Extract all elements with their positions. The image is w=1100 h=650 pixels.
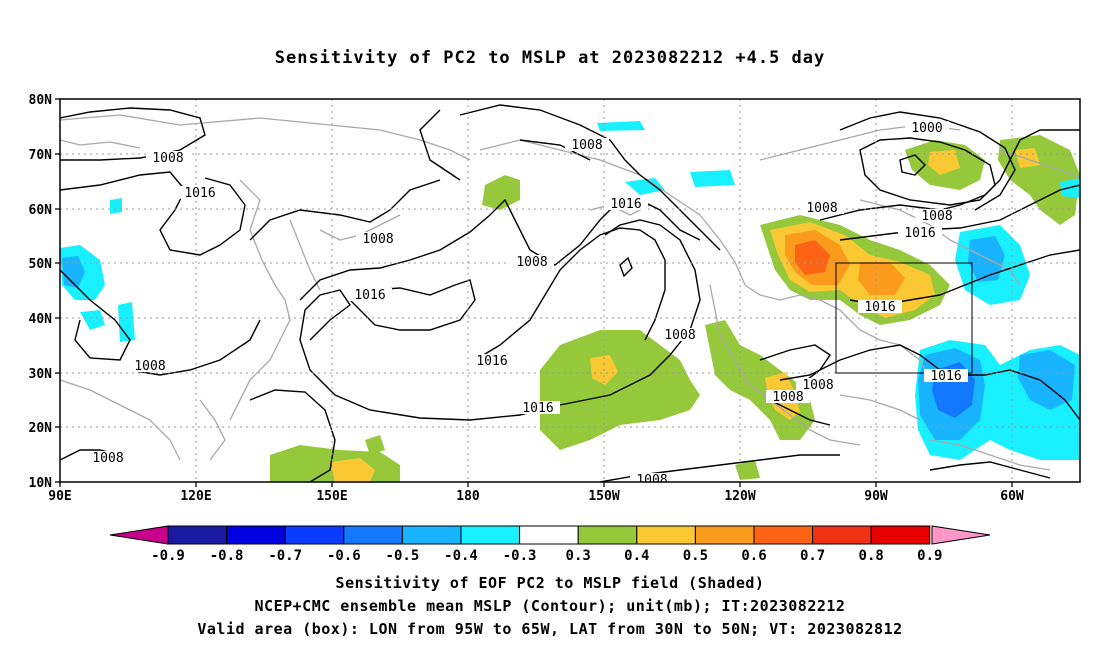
colorbar-cells [167,525,931,545]
lat-label: 40N [29,312,53,327]
colorbar-label: -0.5 [386,548,420,564]
colorbar: -0.9 -0.8 -0.7 -0.6 -0.5 -0.4 -0.3 0.3 0… [109,525,991,564]
lon-label: 120W [724,489,755,504]
lat-label: 20N [29,421,53,436]
contour-label: 1008 [636,473,667,488]
colorbar-label: 0.3 [566,548,591,564]
contour-label: 1008 [362,232,393,247]
colorbar-cell [519,525,579,545]
lon-label: 120E [180,489,211,504]
lon-label: 150W [588,489,619,504]
lat-label: 50N [29,257,53,272]
colorbar-label: -0.4 [444,548,478,564]
lon-label: 150E [316,489,347,504]
contour-label: 1016 [476,354,507,369]
colorbar-cell [577,525,638,545]
plot-frame [59,98,1081,483]
contour-label: 1016 [864,300,895,315]
lat-label: 10N [29,476,53,491]
graticule [60,99,1080,482]
latitude-labels: 80N 70N 60N 50N 40N 30N 20N 10N [29,93,53,491]
contour-label: 1008 [92,451,123,466]
valid-area-box [835,262,973,374]
contour-label: 1016 [522,401,553,416]
footer-line-3: Valid area (box): LON from 95W to 65W, L… [197,620,903,638]
footer-line-2: NCEP+CMC ensemble mean MSLP (Contour); u… [254,597,846,615]
colorbar-cell [694,525,755,545]
longitude-labels: 90E 120E 150E 180 150W 120W 90W 60W [48,489,1024,504]
colorbar-label: 0.5 [683,548,708,564]
coastlines [60,114,1080,471]
colorbar-cell [343,525,403,545]
axis-ticks [55,98,1013,487]
contour-label: 1016 [930,369,961,384]
colorbar-labels: -0.9 -0.8 -0.7 -0.6 -0.5 -0.4 -0.3 0.3 0… [151,548,942,564]
colorbar-label: -0.9 [151,548,185,564]
colorbar-label: -0.8 [210,548,244,564]
lat-label: 70N [29,148,53,163]
colorbar-label: 0.9 [917,548,942,564]
colorbar-cell [753,525,814,545]
contour-label: 1008 [802,378,833,393]
contour-label: 1016 [354,288,385,303]
lat-label: 30N [29,367,53,382]
contour-label: 1008 [571,138,602,153]
colorbar-cell [284,525,345,545]
colorbar-low-triangle [109,525,169,545]
contour-label: 1016 [610,197,641,212]
contour-labels: 1008 1016 1008 1016 1016 1016 1008 1008 … [86,121,968,488]
contour-label: 1008 [152,151,183,166]
contour-label: 1008 [921,209,952,224]
colorbar-high-triangle [931,525,991,545]
contour-label: 1008 [664,328,695,343]
lon-label: 60W [1000,489,1024,504]
colorbar-cell [167,525,228,545]
contour-label: 1008 [806,201,837,216]
colorbar-cell [401,525,462,545]
sensitivity-map: 1008 1016 1008 1016 1016 1016 1008 1008 … [29,93,1081,504]
colorbar-cell [226,525,286,545]
lat-label: 80N [29,93,53,108]
colorbar-label: -0.7 [268,548,302,564]
contour-label: 1000 [911,121,942,136]
colorbar-label: -0.6 [327,548,361,564]
contour-label: 1016 [904,226,935,241]
lon-label: 90W [864,489,888,504]
colorbar-label: 0.7 [800,548,825,564]
contour-label: 1008 [134,359,165,374]
colorbar-label: 0.6 [741,548,766,564]
colorbar-label: 0.4 [624,548,649,564]
colorbar-cell [812,525,872,545]
map-title: Sensitivity of PC2 to MSLP at 2023082212… [274,48,826,68]
contour-label: 1008 [772,390,803,405]
lon-label: 180 [456,489,480,504]
lon-label: 90E [48,489,71,504]
footer-line-1: Sensitivity of EOF PC2 to MSLP field (Sh… [335,574,765,592]
colorbar-label: -0.3 [503,548,537,564]
shaded-sensitivity [60,121,1080,482]
contour-label: 1008 [516,255,547,270]
colorbar-cell [460,525,521,545]
colorbar-cell [636,525,696,545]
colorbar-cell [870,525,931,545]
colorbar-label: 0.8 [859,548,884,564]
contour-label: 1016 [184,186,215,201]
lat-label: 60N [29,203,53,218]
